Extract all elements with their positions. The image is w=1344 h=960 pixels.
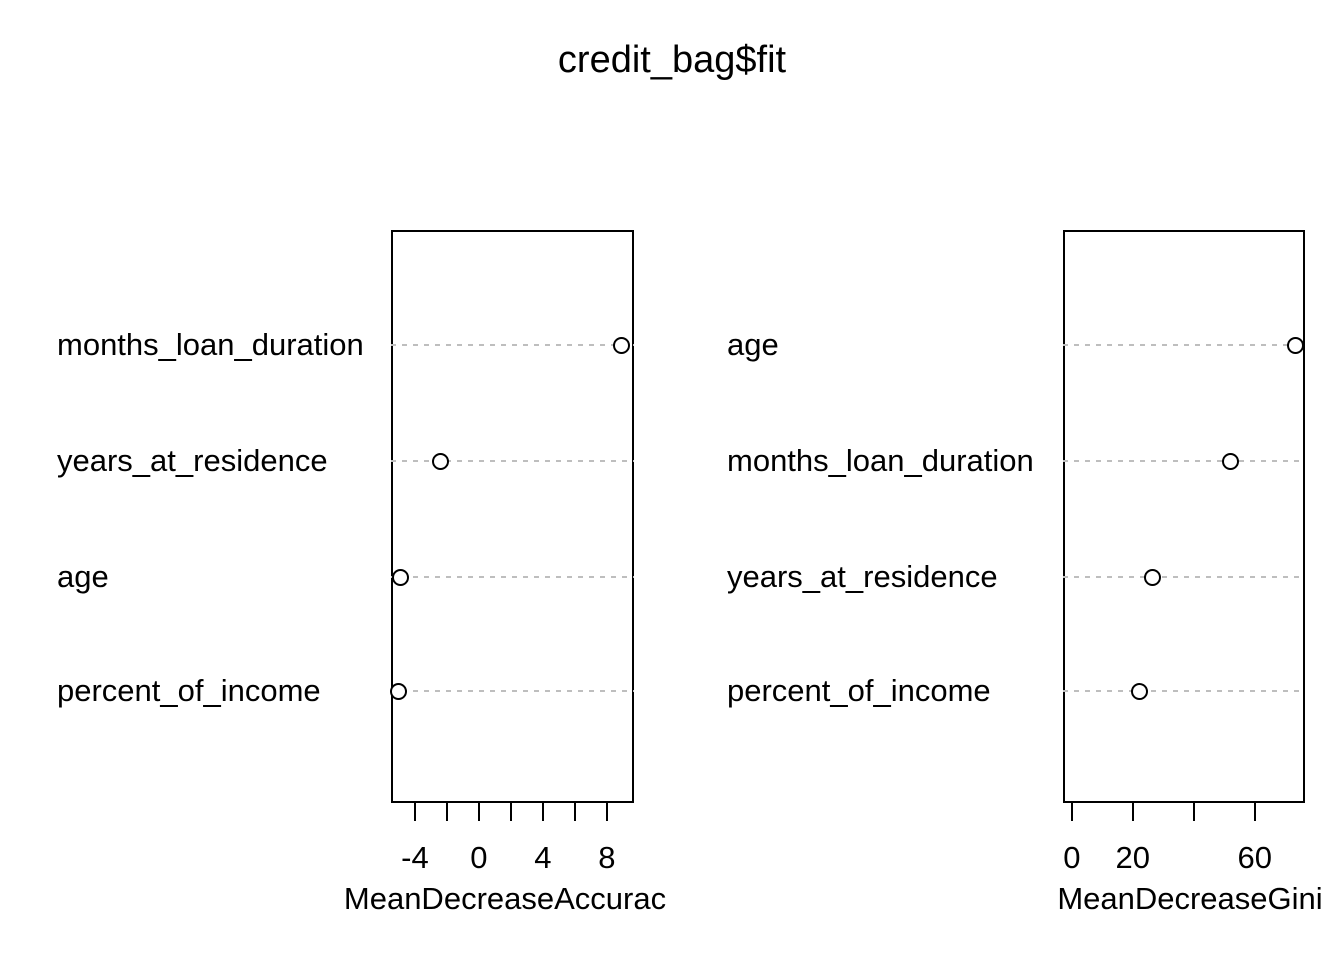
category-label-years_at_residence: years_at_residence xyxy=(727,559,998,594)
x-tick xyxy=(1253,803,1256,821)
x-tick-label: 0 xyxy=(470,840,488,875)
category-label-percent_of_income: percent_of_income xyxy=(57,673,321,708)
x-tick-label: -4 xyxy=(401,840,429,875)
category-label-percent_of_income: percent_of_income xyxy=(727,673,991,708)
x-tick xyxy=(1131,803,1134,821)
grid-line xyxy=(1063,344,1305,346)
panel-mean-decrease-accuracy xyxy=(391,230,634,803)
category-label-months_loan_duration: months_loan_duration xyxy=(727,443,1034,478)
x-tick-label: 4 xyxy=(534,840,552,875)
x-tick xyxy=(1070,803,1073,821)
x-tick-label: 60 xyxy=(1237,840,1272,875)
x-tick xyxy=(541,803,544,821)
category-label-age: age xyxy=(727,327,779,362)
grid-line xyxy=(1063,576,1305,578)
x-tick xyxy=(573,803,576,821)
data-point-years_at_residence xyxy=(432,452,450,470)
data-point-percent_of_income xyxy=(390,682,408,700)
category-label-years_at_residence: years_at_residence xyxy=(57,443,328,478)
x-axis-label-gini: MeanDecreaseGini xyxy=(1057,882,1323,916)
grid-line xyxy=(391,460,634,462)
grid-line xyxy=(391,576,634,578)
x-tick xyxy=(477,803,480,821)
data-point-years_at_residence xyxy=(1143,568,1161,586)
data-point-age xyxy=(392,568,410,586)
x-tick-label: 0 xyxy=(1063,840,1081,875)
data-point-percent_of_income xyxy=(1131,682,1148,700)
x-axis-label-accuracy: MeanDecreaseAccurac xyxy=(343,882,667,916)
grid-line xyxy=(391,690,634,692)
x-tick-label: 8 xyxy=(598,840,616,875)
x-tick xyxy=(509,803,512,821)
chart-title: credit_bag$fit xyxy=(557,39,787,81)
category-label-months_loan_duration: months_loan_duration xyxy=(57,327,364,362)
x-tick-label: 20 xyxy=(1115,840,1151,875)
data-point-months_loan_duration xyxy=(612,336,630,354)
data-point-months_loan_duration xyxy=(1221,452,1239,470)
panel-mean-decrease-gini xyxy=(1063,230,1305,803)
x-tick xyxy=(1192,803,1195,821)
x-tick xyxy=(445,803,448,821)
grid-line xyxy=(1063,460,1305,462)
x-tick xyxy=(605,803,608,821)
data-point-age xyxy=(1287,336,1305,354)
grid-line xyxy=(1063,690,1305,692)
category-label-age: age xyxy=(57,559,109,594)
x-tick xyxy=(413,803,416,821)
grid-line xyxy=(391,344,634,346)
